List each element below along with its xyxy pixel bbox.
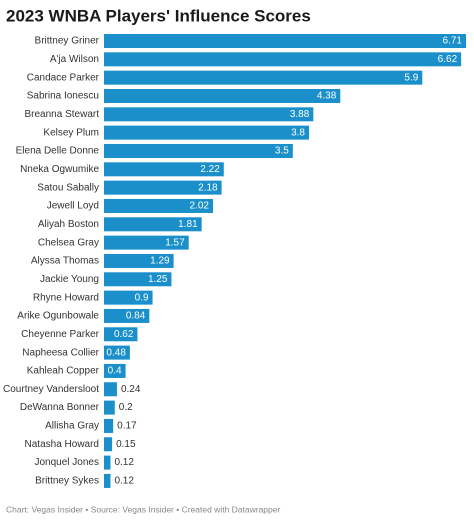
bar	[104, 180, 222, 195]
bar	[104, 162, 224, 177]
value-label: 0.12	[114, 457, 134, 468]
category-label: Sabrina Ionescu	[27, 91, 99, 102]
bar	[104, 70, 423, 85]
value-label: 0.15	[116, 439, 136, 450]
category-label: Alyssa Thomas	[31, 256, 99, 267]
bar	[104, 143, 293, 158]
bar	[104, 473, 111, 488]
bar	[104, 437, 113, 452]
category-label: Arike Ogunbowale	[17, 311, 99, 322]
bar	[104, 400, 115, 415]
category-label: Allisha Gray	[45, 421, 99, 432]
bar	[104, 34, 466, 48]
bar	[104, 418, 114, 433]
value-label: 2.22	[200, 164, 220, 175]
value-label: 1.57	[165, 237, 185, 248]
value-label: 2.02	[190, 201, 210, 212]
bar	[104, 290, 153, 305]
value-label: 1.29	[150, 256, 170, 267]
value-label: 3.5	[275, 146, 289, 157]
category-label: Rhyne Howard	[33, 292, 99, 303]
category-label: Jackie Young	[40, 274, 99, 285]
value-label: 4.38	[317, 91, 337, 102]
value-label: 0.24	[121, 384, 141, 395]
value-label: 0.2	[119, 402, 133, 413]
category-label: Chelsea Gray	[38, 237, 99, 248]
value-label: 0.62	[114, 329, 134, 340]
value-label: 5.9	[404, 72, 418, 83]
value-label: 0.4	[108, 366, 122, 377]
category-label: Nneka Ogwumike	[20, 164, 99, 175]
bar	[104, 198, 213, 213]
category-label: Elena Delle Donne	[16, 146, 100, 157]
bar	[104, 253, 174, 268]
value-label: 3.88	[290, 109, 310, 120]
bar	[104, 217, 202, 232]
value-label: 0.84	[126, 311, 146, 322]
category-label: Napheesa Collier	[22, 347, 99, 358]
category-label: Brittney Griner	[35, 36, 100, 47]
value-label: 6.62	[438, 54, 458, 65]
value-label: 0.12	[114, 476, 134, 487]
bar	[104, 272, 172, 287]
bar	[104, 363, 126, 378]
bar	[104, 88, 341, 103]
bar	[104, 308, 150, 323]
value-label: 1.25	[148, 274, 168, 285]
category-label: Kelsey Plum	[43, 127, 99, 138]
value-label: 2.18	[198, 182, 218, 193]
value-label: 0.48	[106, 347, 126, 358]
bar	[104, 327, 138, 342]
bar	[104, 107, 314, 122]
footer: Chart: Vegas Insider • Source: Vegas Ins…	[6, 504, 280, 514]
category-label: Satou Sabally	[37, 182, 99, 193]
value-label: 0.9	[135, 292, 149, 303]
value-label: 3.8	[291, 127, 305, 138]
category-label: Aliyah Boston	[38, 219, 99, 230]
category-label: Natasha Howard	[25, 439, 99, 450]
category-label: Courtney Vandersloot	[3, 384, 99, 395]
bar	[104, 52, 462, 67]
bar	[104, 345, 130, 360]
category-label: DeWanna Bonner	[20, 402, 100, 413]
category-label: Candace Parker	[27, 72, 100, 83]
value-label: 0.17	[117, 421, 137, 432]
category-label: Cheyenne Parker	[21, 329, 99, 340]
chart-title: 2023 WNBA Players' Influence Scores	[6, 6, 311, 25]
category-label: A'ja Wilson	[50, 54, 99, 65]
category-label: Brittney Sykes	[35, 476, 99, 487]
bar	[104, 455, 111, 470]
category-label: Jonquel Jones	[35, 457, 100, 468]
category-label: Kahleah Copper	[27, 366, 100, 377]
bar	[104, 125, 310, 140]
category-label: Jewell Loyd	[47, 201, 99, 212]
value-label: 6.71	[443, 36, 463, 47]
bar	[104, 235, 189, 250]
value-label: 1.81	[178, 219, 198, 230]
category-label: Breanna Stewart	[25, 109, 100, 120]
bar	[104, 382, 117, 397]
